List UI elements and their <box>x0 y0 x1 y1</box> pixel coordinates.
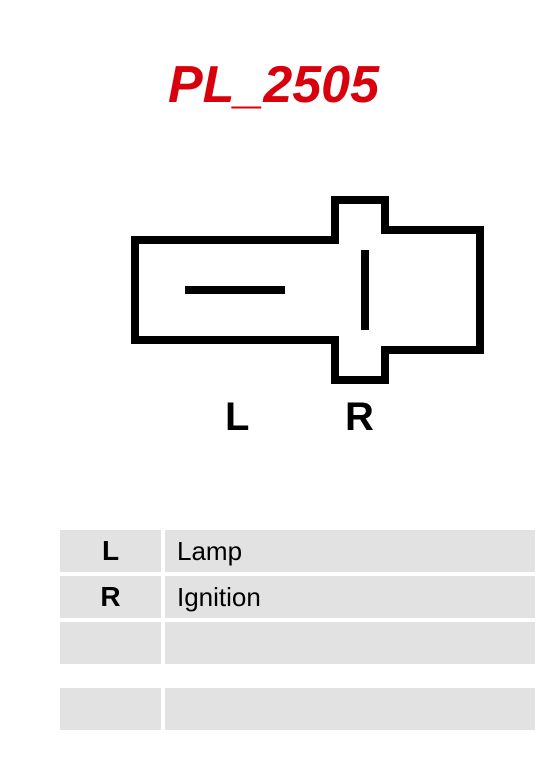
table-row <box>60 622 535 664</box>
connector-diagram <box>125 195 485 385</box>
legend-table: L Lamp R Ignition <box>60 530 535 730</box>
table-row: L Lamp <box>60 530 535 572</box>
legend-code-cell <box>60 622 163 664</box>
legend-desc-cell <box>163 688 535 730</box>
table-row: R Ignition <box>60 576 535 618</box>
row-big-spacer <box>60 664 535 688</box>
pin-label-r: R <box>345 395 374 440</box>
legend-code-cell <box>60 688 163 730</box>
connector-svg <box>125 195 485 385</box>
legend-desc-cell: Lamp <box>163 530 535 572</box>
legend-code-cell: L <box>60 530 163 572</box>
part-number-title: PL_2505 <box>0 55 547 115</box>
legend-desc-cell: Ignition <box>163 576 535 618</box>
pin-label-l: L <box>225 395 249 440</box>
table-row <box>60 688 535 730</box>
legend-code-cell: R <box>60 576 163 618</box>
legend-desc-cell <box>163 622 535 664</box>
